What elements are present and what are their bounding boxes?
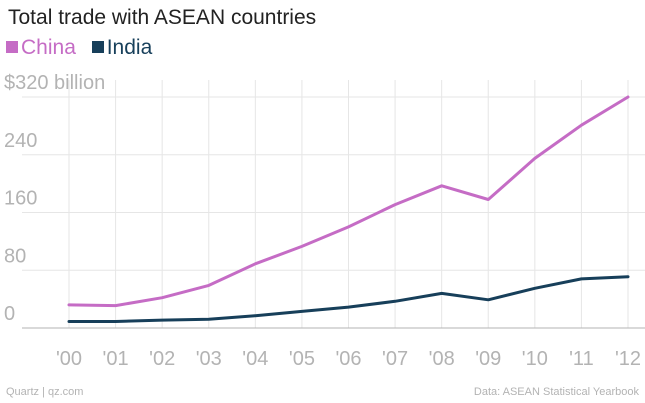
x-tick-label: '04 xyxy=(242,348,268,370)
series-line-china xyxy=(67,95,630,308)
x-tick-label: '01 xyxy=(103,348,129,370)
legend-label-india: India xyxy=(106,36,153,59)
x-tick-label: '05 xyxy=(289,348,315,370)
y-tick-label: 160 xyxy=(4,188,37,210)
x-tick-label: '12 xyxy=(615,348,641,370)
x-tick-label: '07 xyxy=(382,348,408,370)
legend: China India xyxy=(6,36,162,60)
x-tick-label: '10 xyxy=(522,348,548,370)
legend-swatch-china xyxy=(6,41,18,53)
series-lines xyxy=(67,95,630,323)
y-tick-label: $320 billion xyxy=(4,72,105,94)
x-tick-label: '08 xyxy=(429,348,455,370)
legend-item-india: India xyxy=(91,36,153,60)
x-tick-label: '11 xyxy=(569,348,594,370)
x-tick-label: '02 xyxy=(149,348,175,370)
legend-label-china: China xyxy=(21,36,76,59)
series-line-india xyxy=(67,275,630,323)
x-tick-label: '03 xyxy=(196,348,222,370)
x-tick-label: '06 xyxy=(335,348,361,370)
y-tick-label: 80 xyxy=(4,245,26,267)
x-axis-ticks: '00 '01 '02 '03 '04 '05 '06 '07 '08 '09 '10 '11 '12 xyxy=(56,348,641,370)
x-tick-label: '00 xyxy=(56,348,82,370)
x-tick-label: '09 xyxy=(475,348,501,370)
grid-lines xyxy=(22,80,645,329)
y-axis-ticks: 0 80 160 240 $320 billion xyxy=(4,72,105,325)
legend-swatch-india xyxy=(91,41,104,53)
chart-title: Total trade with ASEAN countries xyxy=(8,6,317,29)
y-tick-label: 0 xyxy=(4,303,15,325)
footer-credit: Quartz | qz.com xyxy=(6,386,84,398)
legend-item-china: China xyxy=(6,36,76,60)
y-tick-label: 240 xyxy=(4,130,37,152)
footer-source: Data: ASEAN Statistical Yearbook xyxy=(473,386,639,398)
